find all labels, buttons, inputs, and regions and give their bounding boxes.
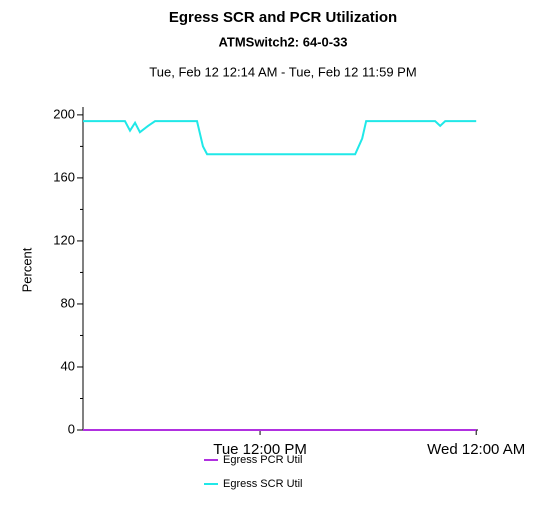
y-tick-label: 120 <box>53 232 75 247</box>
series-line <box>83 120 477 156</box>
legend-label: Egress PCR Util <box>223 454 302 466</box>
legend-label: Egress SCR Util <box>223 478 302 490</box>
x-tick-label: Tue 12:00 PM <box>213 441 307 458</box>
y-tick-label: 0 <box>68 421 75 436</box>
y-tick-label: 40 <box>61 358 75 373</box>
date-range: Tue, Feb 12 12:14 AM - Tue, Feb 12 11:59… <box>149 64 416 79</box>
y-axis-label: Percent <box>19 247 34 292</box>
x-tick-label: Wed 12:00 AM <box>427 441 525 458</box>
chart-title: Egress SCR and PCR Utilization <box>169 9 397 26</box>
chart-subtitle: ATMSwitch2: 64-0-33 <box>218 34 347 49</box>
y-tick-label: 80 <box>61 295 75 310</box>
y-tick-label: 200 <box>53 106 75 121</box>
y-tick-label: 160 <box>53 169 75 184</box>
